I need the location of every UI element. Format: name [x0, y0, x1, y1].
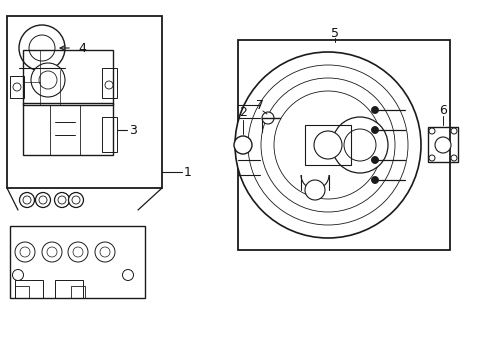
Circle shape	[371, 126, 378, 134]
Circle shape	[247, 65, 407, 225]
Bar	[71, 286, 85, 298]
Circle shape	[47, 247, 57, 257]
Circle shape	[343, 129, 375, 161]
Text: 2: 2	[239, 105, 246, 118]
Circle shape	[72, 196, 80, 204]
Circle shape	[39, 196, 47, 204]
Circle shape	[450, 155, 456, 161]
Bar	[102, 117, 117, 152]
Circle shape	[313, 131, 341, 159]
Circle shape	[23, 196, 31, 204]
Bar	[55, 280, 83, 298]
Circle shape	[305, 180, 325, 200]
Circle shape	[100, 247, 110, 257]
Circle shape	[235, 52, 420, 238]
Circle shape	[122, 270, 133, 280]
Circle shape	[371, 107, 378, 113]
Circle shape	[20, 193, 35, 207]
Circle shape	[261, 78, 394, 212]
Circle shape	[31, 63, 65, 97]
Circle shape	[262, 112, 273, 124]
Text: 7: 7	[256, 99, 264, 112]
Circle shape	[105, 81, 113, 89]
Circle shape	[428, 155, 434, 161]
Circle shape	[68, 242, 88, 262]
Bar	[15, 280, 43, 298]
Circle shape	[434, 137, 450, 153]
Bar	[238, 40, 449, 250]
Circle shape	[68, 193, 83, 207]
Circle shape	[428, 128, 434, 134]
Circle shape	[95, 242, 115, 262]
Circle shape	[19, 25, 65, 71]
Bar	[7, 16, 162, 188]
Circle shape	[234, 136, 251, 154]
Circle shape	[13, 83, 21, 91]
Circle shape	[331, 117, 387, 173]
Circle shape	[20, 247, 30, 257]
Text: 4: 4	[78, 41, 86, 54]
Bar	[305, 125, 350, 165]
Circle shape	[58, 196, 66, 204]
Bar	[23, 50, 113, 105]
Circle shape	[29, 35, 55, 61]
Bar	[15, 286, 29, 298]
Bar	[102, 68, 117, 98]
Circle shape	[54, 193, 69, 207]
Circle shape	[371, 176, 378, 184]
Circle shape	[36, 193, 50, 207]
Bar	[10, 226, 145, 298]
Circle shape	[15, 242, 35, 262]
Text: 1: 1	[183, 166, 192, 179]
Text: 5: 5	[330, 27, 338, 40]
Circle shape	[371, 157, 378, 163]
Bar	[427, 127, 457, 162]
Circle shape	[73, 247, 83, 257]
Bar	[23, 103, 113, 155]
Text: 3: 3	[129, 123, 137, 136]
Circle shape	[42, 242, 62, 262]
Circle shape	[450, 128, 456, 134]
Circle shape	[39, 71, 57, 89]
Circle shape	[273, 91, 381, 199]
Circle shape	[13, 270, 23, 280]
Bar	[10, 76, 24, 98]
Text: 6: 6	[438, 104, 446, 117]
